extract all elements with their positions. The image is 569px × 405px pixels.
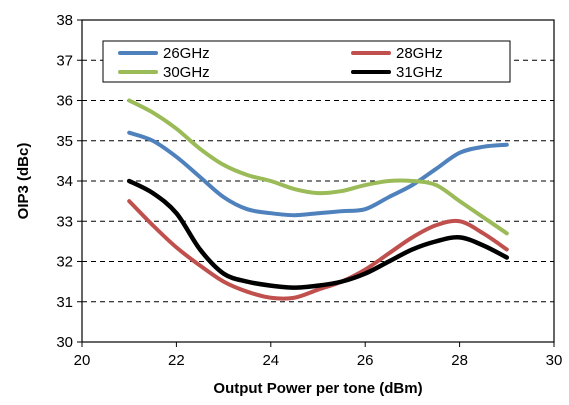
y-tick-label: 32 [56, 254, 73, 271]
x-tick-label: 26 [357, 352, 374, 369]
x-tick-label: 28 [451, 352, 468, 369]
series-line-31ghz [126, 178, 510, 290]
x-axis-title: Output Power per tone (dBm) [213, 380, 422, 397]
y-tick-label: 37 [56, 52, 73, 69]
axis-ticks: 30 31 32 33 34 35 36 37 38 20 22 24 26 28 30 [56, 12, 562, 369]
series-line-26ghz [127, 130, 509, 218]
y-tick-label: 31 [56, 294, 73, 311]
legend-label-30ghz: 30GHz [163, 64, 210, 81]
legend-label-26ghz: 26GHz [163, 45, 210, 62]
y-tick-label: 38 [56, 12, 73, 29]
legend: 26GHz 28GHz 30GHz 31GHz [102, 40, 511, 83]
legend-label-28ghz: 28GHz [396, 45, 443, 62]
legend-box [102, 40, 511, 83]
x-tick-label: 20 [74, 352, 91, 369]
y-tick-label: 35 [56, 133, 73, 150]
y-axis-title: OIP3 (dBc) [15, 143, 32, 220]
y-tick-label: 30 [56, 334, 73, 351]
y-tick-label: 36 [56, 93, 73, 110]
x-tick-label: 24 [262, 352, 279, 369]
y-tick-label: 34 [56, 173, 73, 190]
legend-label-31ghz: 31GHz [396, 64, 443, 81]
series-line-30ghz [127, 98, 509, 236]
x-tick-label: 22 [168, 352, 185, 369]
y-tick-label: 33 [56, 213, 73, 230]
x-tick-label: 30 [546, 352, 563, 369]
series-line-28ghz [127, 199, 509, 301]
series-lines [126, 98, 510, 301]
